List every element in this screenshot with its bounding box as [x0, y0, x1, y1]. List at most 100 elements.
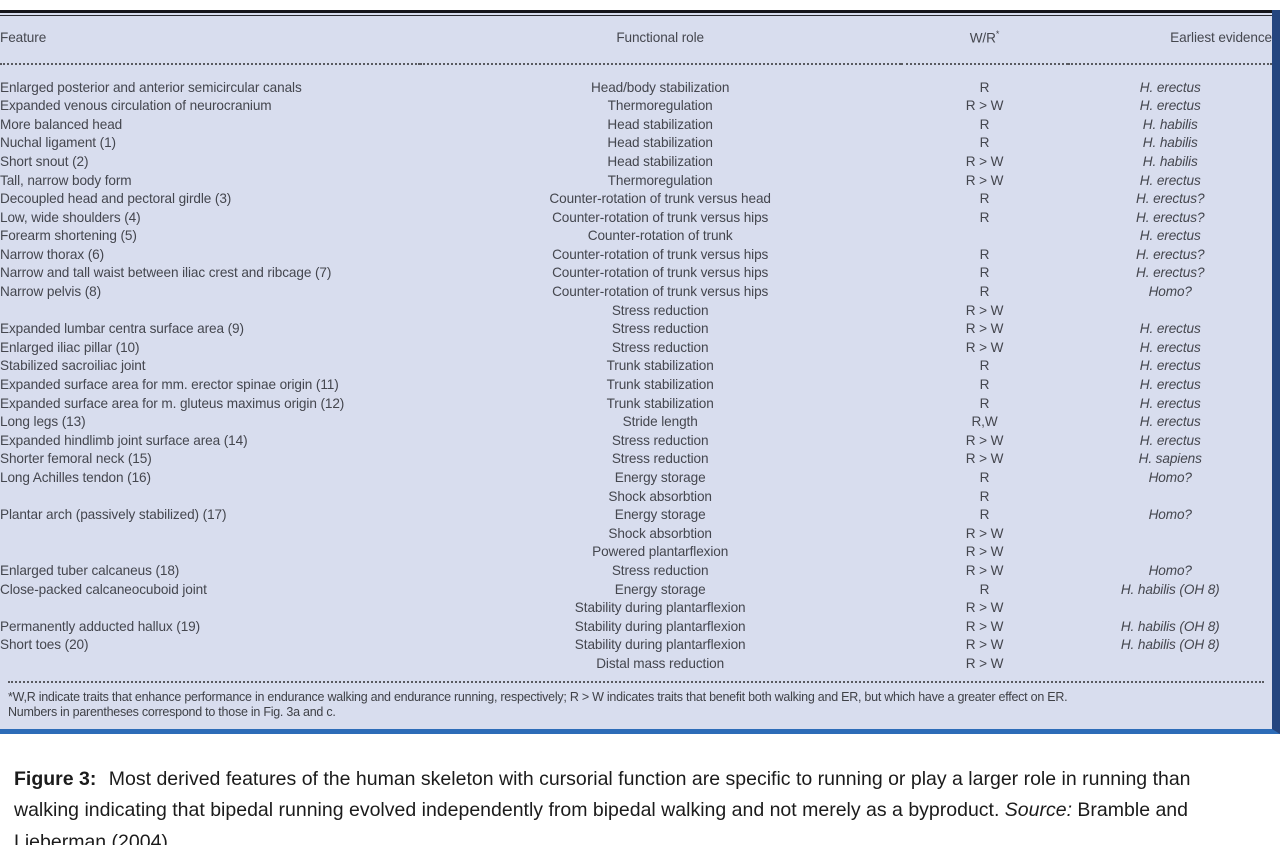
cell-feature: Narrow thorax (6) [0, 246, 105, 262]
cell-role: Trunk stabilization [606, 395, 714, 411]
table-row: Distal mass reduction R > W [0, 655, 1272, 674]
table-row: Long Achilles tendon (16) Energy storage R… [0, 469, 1272, 488]
figure-caption: Figure 3: Most derived features of the h… [14, 764, 1260, 845]
cell-role: Stress reduction [611, 562, 709, 578]
table-row: Stabilized sacroiliac joint Trunk stabili… [0, 357, 1272, 376]
cell-feature: Enlarged iliac pillar (10) [0, 339, 140, 355]
table-row: Short snout (2) Head stabilization R > W H.… [0, 153, 1272, 172]
cell-role: Energy storage [614, 470, 706, 485]
cell-evidence [1068, 599, 1272, 618]
cell-wr: R > W [965, 153, 1004, 169]
table-panel: Feature Functional role W/R* Earliest ev… [0, 10, 1280, 734]
cell-evidence: H. erectus [1139, 172, 1201, 188]
cell-wr: R > W [965, 432, 1004, 448]
table-row: Short toes (20) Stability during plantarf… [0, 636, 1272, 655]
table-row: Low, wide shoulders (4) Counter-rotation … [0, 209, 1272, 228]
cell-role: Stability during plantarflexion [574, 618, 746, 634]
cell-role: Counter-rotation of trunk versus hips [552, 284, 769, 300]
cell-wr: R > W [965, 562, 1004, 578]
cell-feature [0, 488, 420, 507]
cell-wr: R [979, 507, 990, 523]
table-row: Expanded surface area for mm. erector sp… [0, 376, 1272, 395]
cell-wr: R [979, 395, 990, 411]
cell-feature: Plantar arch (passively stabilized) (17) [0, 507, 227, 523]
table-row: Stress reduction R > W [0, 302, 1272, 321]
cell-feature: Expanded hindlimb joint surface area (14… [0, 432, 248, 448]
table-body: Enlarged posterior and anterior semicirc… [0, 64, 1272, 674]
cell-wr: R [979, 246, 990, 262]
cell-feature: Expanded venous circulation of neurocran… [0, 98, 272, 114]
cell-role: Counter-rotation of trunk versus hips [552, 246, 769, 262]
cell-evidence [1068, 302, 1272, 321]
cell-feature: Long Achilles tendon (16) [0, 470, 151, 485]
cell-role: Trunk stabilization [606, 358, 714, 374]
table-row: Close-packed calcaneocuboid joint Energy … [0, 581, 1272, 600]
cell-wr: R [979, 377, 990, 393]
cell-role: Counter-rotation of trunk versus head [549, 191, 771, 207]
cell-role: Trunk stabilization [606, 377, 714, 393]
cell-evidence: H. erectus [1139, 432, 1201, 448]
cell-role: Stability during plantarflexion [574, 637, 746, 653]
cell-wr: R [979, 488, 990, 504]
cell-wr: R [979, 265, 990, 281]
cell-evidence [1068, 488, 1272, 507]
cell-role: Stress reduction [611, 321, 709, 337]
cell-evidence: H. habilis (OH 8) [1120, 581, 1220, 597]
table-footnote: *W,R indicate traits that enhance perfor… [8, 680, 1264, 721]
cell-wr: R [979, 581, 990, 597]
source-text: Bramble and Lieberman (2004) [14, 799, 1188, 845]
cell-role: Stress reduction [611, 432, 709, 448]
cell-evidence: H. erectus? [1136, 209, 1205, 225]
footnote-line-2: Numbers in parentheses correspond to tho… [8, 705, 336, 720]
table-row: Expanded surface area for m. gluteus max… [0, 395, 1272, 414]
cell-evidence: H. erectus [1139, 395, 1201, 411]
cell-feature [0, 599, 420, 618]
cell-feature: More balanced head [0, 116, 123, 132]
table-row: Stability during plantarflexion R > W [0, 599, 1272, 618]
table-row: Shock absorbtion R > W [0, 525, 1272, 544]
cell-evidence: H. habilis [1142, 153, 1198, 169]
cell-wr: R [979, 470, 990, 485]
cell-wr: R > W [965, 637, 1004, 653]
cell-wr: R [979, 79, 990, 95]
cell-evidence [1068, 543, 1272, 562]
cell-evidence: H. habilis (OH 8) [1120, 618, 1220, 634]
cell-role: Shock absorbtion [608, 488, 712, 504]
cell-feature: Enlarged tuber calcaneus (18) [0, 562, 180, 578]
table-row: Expanded hindlimb joint surface area (14… [0, 432, 1272, 451]
cell-role: Head/body stabilization [591, 79, 730, 95]
cell-feature: Expanded surface area for m. gluteus max… [0, 395, 345, 411]
table-row: Forearm shortening (5) Counter-rotation o… [0, 227, 1272, 246]
top-double-rule [0, 10, 1272, 16]
caption-text: Most derived features of the human skele… [14, 767, 1191, 822]
cell-role: Stress reduction [611, 451, 709, 467]
figure-label: Figure 3: [14, 767, 97, 790]
cell-role: Head stabilization [607, 135, 713, 151]
cell-role: Energy storage [614, 507, 706, 523]
cell-feature: Permanently adducted hallux (19) [0, 618, 201, 634]
cell-evidence: H. erectus [1139, 79, 1201, 95]
cell-role: Head stabilization [607, 116, 713, 132]
cell-evidence: H. habilis [1142, 135, 1198, 151]
cell-role: Counter-rotation of trunk [587, 228, 733, 244]
cell-role: Distal mass reduction [596, 655, 725, 671]
cell-evidence [1068, 525, 1272, 544]
header-earliest-evidence: Earliest evidence [1068, 16, 1272, 65]
cell-wr: R [979, 358, 990, 374]
footnote-line-1: *W,R indicate traits that enhance perfor… [8, 689, 1068, 704]
cell-feature: Enlarged posterior and anterior semicirc… [0, 79, 302, 95]
cell-feature: Stabilized sacroiliac joint [0, 358, 146, 374]
cell-feature: Close-packed calcaneocuboid joint [0, 581, 207, 597]
cell-feature [0, 302, 420, 321]
table-row: Nuchal ligament (1) Head stabilization R H.… [0, 134, 1272, 153]
table-row: Narrow and tall waist between iliac cres… [0, 264, 1272, 283]
cell-wr: R [979, 191, 990, 207]
cell-role: Stress reduction [611, 302, 709, 318]
header-feature: Feature [0, 16, 420, 65]
cell-evidence: H. erectus [1139, 377, 1201, 393]
cell-wr: R > W [965, 544, 1004, 560]
cell-feature: Expanded lumbar centra surface area (9) [0, 321, 244, 337]
cell-feature: Narrow pelvis (8) [0, 284, 102, 300]
table-row: Narrow pelvis (8) Counter-rotation of tru… [0, 283, 1272, 302]
header-wr-asterisk: * [995, 29, 1000, 39]
